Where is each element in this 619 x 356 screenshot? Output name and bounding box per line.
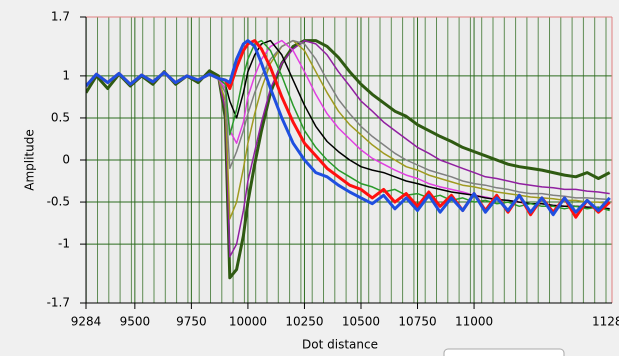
- x-tick-label: 10750: [398, 315, 436, 329]
- x-tick-label: 9500: [120, 315, 151, 329]
- y-axis-label: Amplitude: [23, 129, 37, 191]
- y-tick-label: -0.5: [47, 195, 70, 209]
- y-tick-label: -1.7: [47, 296, 70, 310]
- button[interactable]: [443, 348, 565, 356]
- x-tick-label: 11000: [455, 315, 493, 329]
- y-tick-label: 1.7: [51, 10, 70, 24]
- x-tick-label: 10500: [342, 315, 380, 329]
- x-max-label: 1128: [592, 315, 619, 329]
- y-tick-label: -1: [58, 237, 70, 251]
- y-tick-label: 1: [62, 68, 70, 82]
- x-axis-label: Dot distance: [302, 338, 378, 352]
- lines: [86, 39, 611, 280]
- x-tick-label: 10000: [229, 315, 267, 329]
- x-tick-label: 9284: [71, 315, 102, 329]
- y-tick-label: 0: [62, 153, 70, 167]
- series-line: [86, 39, 611, 217]
- x-tick-label: 9750: [176, 315, 207, 329]
- x-tick-label: 10250: [285, 315, 323, 329]
- y-tick-label: 0.5: [51, 110, 70, 124]
